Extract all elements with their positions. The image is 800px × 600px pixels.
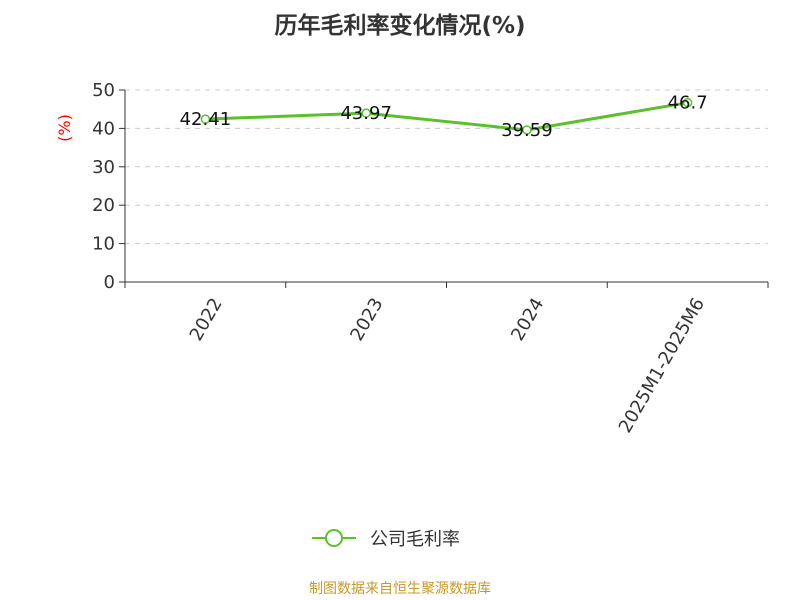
series-line bbox=[203, 101, 690, 132]
y-tick-label: 30 bbox=[92, 157, 115, 178]
data-label: 42.41 bbox=[180, 109, 232, 130]
data-source-note: 制图数据来自恒生聚源数据库 bbox=[309, 581, 491, 597]
y-tick-label: 10 bbox=[92, 234, 115, 255]
y-tick-label: 40 bbox=[92, 118, 115, 139]
y-axis-title: (%) bbox=[55, 114, 74, 142]
x-tick-label: 2023 bbox=[346, 294, 387, 344]
data-point bbox=[200, 114, 211, 124]
y-tick-label: 0 bbox=[104, 272, 115, 293]
data-point bbox=[361, 108, 371, 118]
legend-marker bbox=[325, 529, 343, 547]
x-tick-label: 2025M1-2025M6 bbox=[615, 294, 709, 436]
data-point bbox=[682, 97, 693, 108]
data-point bbox=[522, 125, 532, 135]
data-label: 43.97 bbox=[340, 103, 392, 124]
legend-label: 公司毛利率 bbox=[370, 529, 460, 550]
x-tick-label: 2024 bbox=[507, 294, 548, 344]
y-tick-label: 50 bbox=[92, 80, 115, 101]
data-label: 39.59 bbox=[501, 120, 553, 141]
y-tick-label: 20 bbox=[92, 195, 115, 216]
x-tick-label: 2022 bbox=[186, 294, 227, 344]
data-label: 46.7 bbox=[668, 93, 708, 114]
chart-title: 历年毛利率变化情况(%) bbox=[274, 13, 526, 39]
